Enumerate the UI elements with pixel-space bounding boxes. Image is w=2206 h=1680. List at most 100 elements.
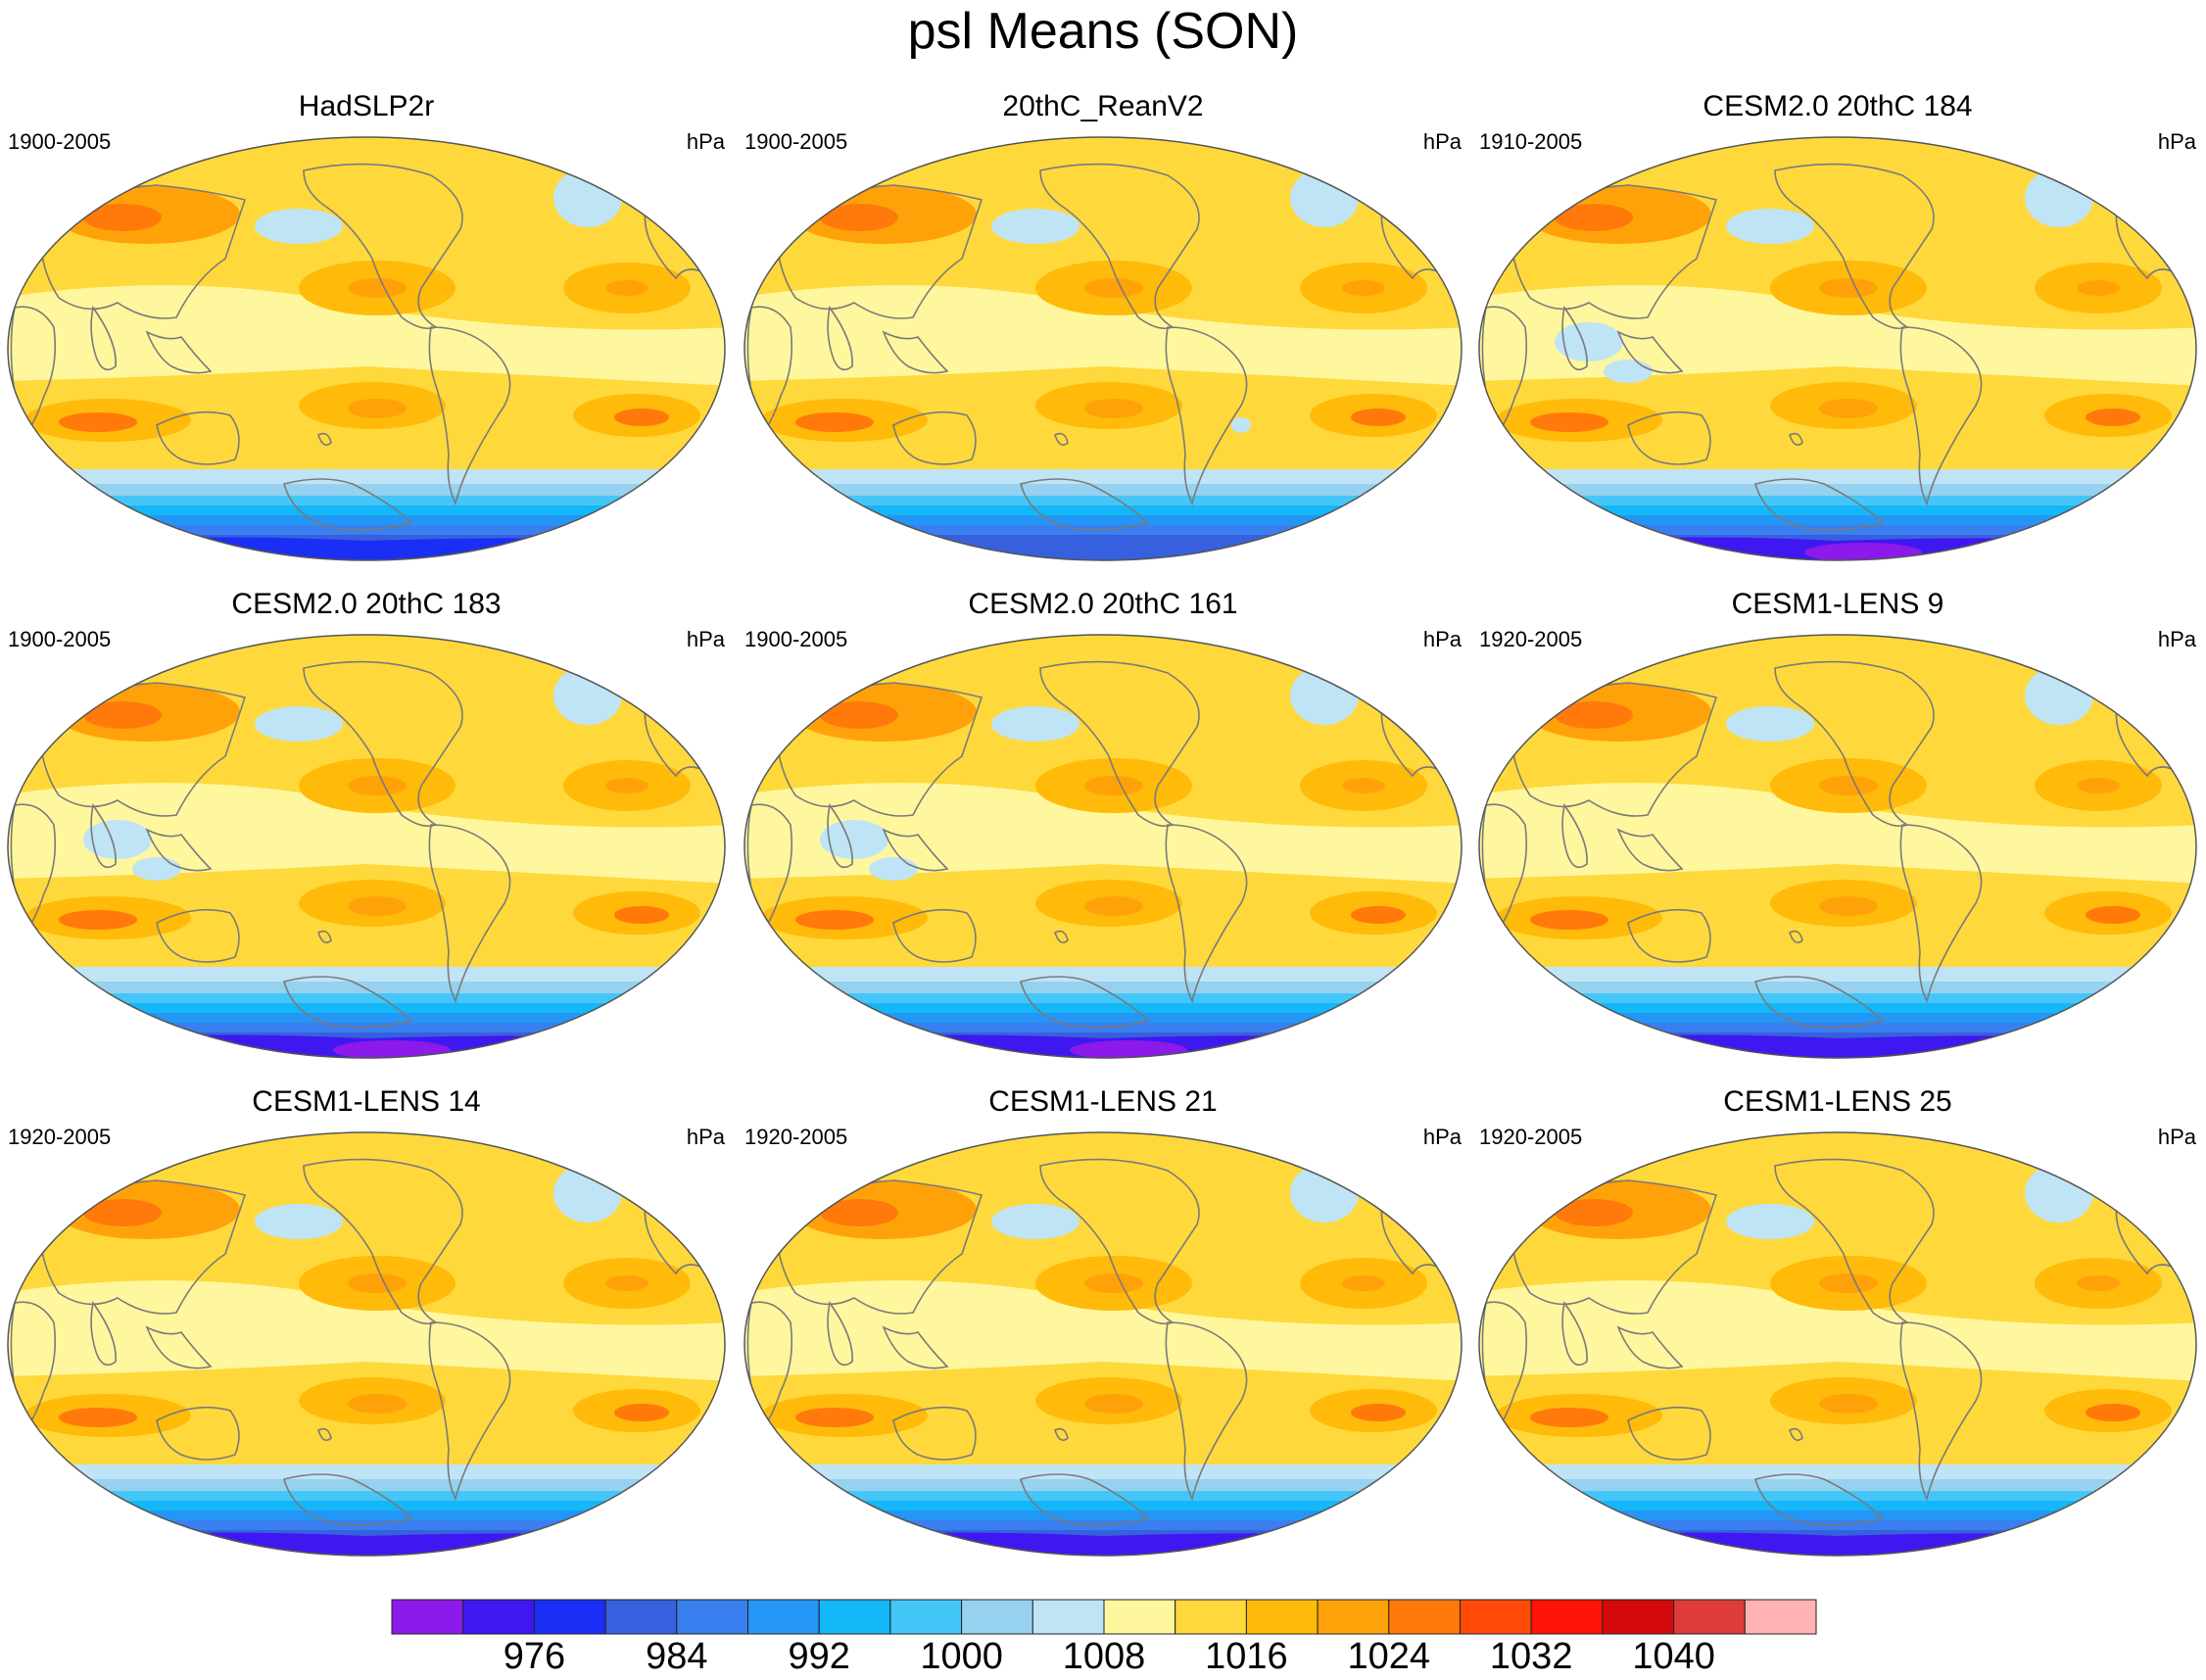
pressure-cell — [2077, 778, 2120, 793]
pressure-cell — [83, 701, 162, 729]
coastlines — [1481, 163, 2193, 531]
coastline — [156, 908, 240, 963]
coastline — [882, 330, 949, 374]
colorbar-tick-label: 976 — [503, 1636, 566, 1677]
panel-units: hPa — [2157, 129, 2196, 154]
tropical-band — [744, 1280, 1462, 1381]
coastline — [892, 908, 977, 963]
coastline — [1627, 410, 1711, 465]
panel-cesm2-161: CESM2.0 20thC 161 1900-2005 hPa — [737, 588, 1469, 1087]
coastline — [882, 1325, 949, 1369]
pressure-cell — [553, 1164, 622, 1223]
coastline — [1754, 478, 1885, 531]
coastline — [1789, 930, 1803, 943]
pressure-cell — [1555, 322, 1623, 361]
coastline — [38, 682, 247, 817]
colorbar-tick-label: 1016 — [1205, 1636, 1288, 1677]
coastlines — [10, 163, 722, 531]
coastline — [1054, 1427, 1069, 1441]
pressure-cell — [553, 168, 622, 227]
coastline — [156, 1406, 240, 1461]
pressure-cell — [1231, 417, 1251, 433]
panel-years: 1920-2005 — [8, 1125, 112, 1149]
panel-cesm2-184: CESM2.0 20thC 184 1910-2005 hPa — [1471, 90, 2204, 590]
coastline — [428, 824, 511, 1004]
coastline — [827, 306, 853, 371]
pressure-cell — [2086, 1404, 2140, 1421]
pressure-cell — [1084, 776, 1143, 795]
panel-units: hPa — [2157, 627, 2196, 651]
coastline — [1754, 976, 1885, 1029]
pressure-cell — [1819, 896, 1878, 916]
map-outline — [1478, 634, 2197, 1059]
coastline — [428, 326, 511, 506]
coastline — [428, 1321, 511, 1502]
colorbar-box — [604, 1599, 678, 1635]
pressure-cell — [1530, 412, 1608, 432]
panel-title: CESM1-LENS 25 — [1723, 1085, 1952, 1118]
coastline — [283, 478, 413, 531]
coastline — [317, 432, 332, 446]
coastline — [1616, 828, 1684, 872]
coastline — [303, 163, 463, 330]
pressure-cell — [1555, 204, 1633, 231]
panel-title: CESM2.0 20thC 183 — [231, 588, 502, 620]
pressure-cell — [605, 280, 648, 296]
psl-map — [7, 136, 726, 561]
coastline — [90, 306, 117, 371]
coastline — [10, 306, 57, 437]
coastlines — [10, 1158, 722, 1526]
pressure-cell — [2025, 666, 2093, 725]
pressure-cell — [1342, 778, 1385, 793]
pressure-cell — [2025, 1164, 2093, 1223]
panel-cesm1-lens-25: CESM1-LENS 25 1920-2005 hPa — [1471, 1085, 2204, 1585]
coastline — [746, 803, 793, 935]
coastline — [1165, 1321, 1248, 1502]
pressure-cell — [1819, 399, 1878, 418]
panel-units: hPa — [1422, 129, 1462, 154]
pressure-cell — [605, 1275, 648, 1291]
colorbar-box — [961, 1599, 1033, 1635]
coastline — [145, 330, 213, 374]
panel-title: CESM1-LENS 21 — [988, 1085, 1218, 1118]
colorbar-tick-label: 992 — [788, 1636, 850, 1677]
coastline — [1789, 1427, 1803, 1441]
pressure-cell — [1819, 1394, 1878, 1414]
panel-units: hPa — [686, 627, 725, 651]
pressure-cell — [348, 399, 407, 418]
colorbar-box — [533, 1599, 606, 1635]
coastlines — [10, 660, 722, 1029]
coastline — [1774, 660, 1935, 828]
coastline — [1054, 930, 1069, 943]
panel-years: 1900-2005 — [744, 627, 848, 651]
coastline — [1481, 1301, 1528, 1432]
pressure-cell — [1726, 1204, 1814, 1239]
pressure-cell — [2077, 1275, 2120, 1291]
panel-title: HadSLP2r — [298, 90, 435, 122]
colorbar-box — [391, 1599, 464, 1635]
pressure-cell — [1530, 910, 1608, 930]
coastline — [90, 803, 117, 869]
coastline — [1039, 1158, 1200, 1325]
panel-years: 1900-2005 — [8, 129, 112, 154]
coastline — [38, 184, 247, 319]
coastlines — [1481, 660, 2193, 1029]
pressure-cell — [820, 820, 888, 859]
coastline — [775, 1179, 983, 1315]
pressure-cell — [614, 408, 669, 426]
coastline — [892, 410, 977, 465]
pressure-cell — [348, 776, 407, 795]
panel-title: CESM2.0 20thC 161 — [968, 588, 1238, 620]
colorbar-tick-label: 1024 — [1347, 1636, 1431, 1677]
pressure-cell — [795, 910, 874, 930]
coastline — [882, 828, 949, 872]
pressure-cell — [1819, 776, 1878, 795]
pressure-cell — [1819, 278, 1878, 298]
coastline — [746, 306, 793, 437]
tropical-band — [1479, 1280, 2196, 1381]
coastline — [1054, 432, 1069, 446]
pressure-cell — [991, 209, 1079, 244]
panel-years: 1920-2005 — [744, 1125, 848, 1149]
coastline — [1627, 1406, 1711, 1461]
colorbar-box — [1175, 1599, 1247, 1635]
